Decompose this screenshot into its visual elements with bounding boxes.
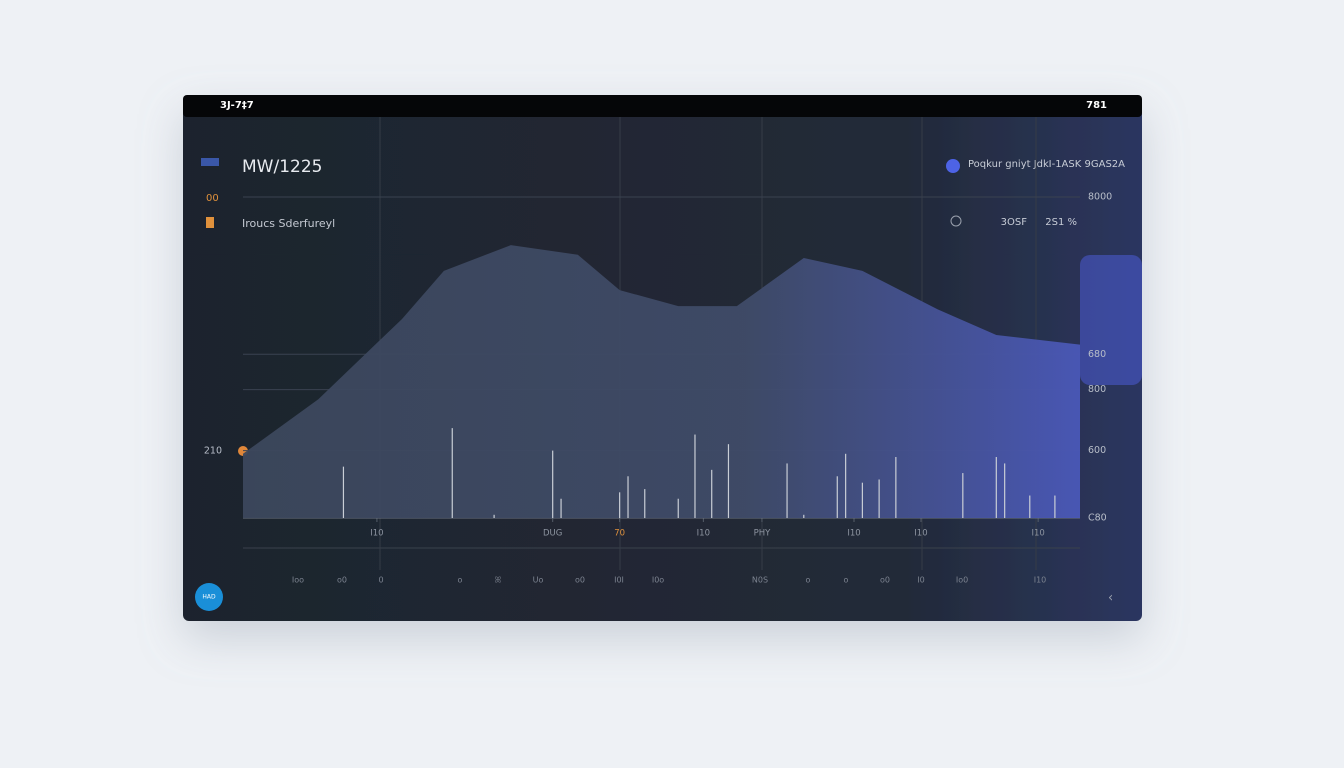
footer-label: o0 — [575, 576, 585, 585]
footer-label: 0 — [378, 576, 383, 585]
legend-label: I-1ASK 9GAS2A — [1049, 159, 1126, 170]
x-tick-label: 70 — [614, 529, 625, 539]
legend-swatch — [946, 159, 960, 173]
x-tick-label: I10 — [370, 529, 383, 539]
x-tick-label: I10 — [1031, 529, 1044, 539]
button-label[interactable]: HAD — [202, 594, 216, 601]
x-tick-label: DUG — [543, 529, 562, 539]
x-tick-label: PHY — [754, 529, 772, 539]
y-tick-label: C80 — [1088, 513, 1107, 524]
left-label: 00 — [206, 193, 219, 204]
icon — [201, 158, 219, 166]
footer-label: N0S — [752, 576, 768, 585]
x-tick-label: I10 — [697, 529, 710, 539]
footer-label: I10 — [1034, 576, 1047, 585]
x-tick-label: I10 — [847, 529, 860, 539]
y-tick-label: 8000 — [1088, 192, 1112, 203]
footer-label: Io0 — [956, 576, 968, 585]
nav-arrow[interactable]: ‹ — [1108, 591, 1113, 606]
footer-label: Ioo — [292, 576, 304, 585]
top-bar — [183, 95, 1142, 117]
footer-label: Uo — [533, 576, 544, 585]
plot: C80 600 800 680 8000 I10 DUG 70 I10 PHY I10 I10 I10 — [243, 192, 1112, 539]
chart-title: MW/1225 — [242, 157, 322, 177]
footer-label: o0 — [337, 576, 347, 585]
left-label: 210 — [204, 446, 222, 457]
icon — [206, 217, 214, 228]
action-button[interactable] — [195, 583, 223, 611]
footer-label: I0I — [614, 576, 624, 585]
footer-label: I0 — [917, 576, 924, 585]
y-tick-label: 680 — [1088, 349, 1106, 360]
status-right: 781 — [1086, 100, 1107, 111]
chart-subtitle: Iroucs Sderfureyl — [242, 217, 335, 230]
legend-label: 3OSF — [1001, 217, 1028, 228]
footer-label: o0 — [880, 576, 890, 585]
status-left: 3J-7‡7 — [220, 100, 254, 111]
side-glow — [1080, 255, 1142, 385]
legend-label: 2S1 % — [1045, 217, 1077, 228]
footer-label: o — [458, 576, 463, 585]
footer-label: I0o — [652, 576, 664, 585]
footer-label: o — [844, 576, 849, 585]
y-tick-label: 600 — [1088, 445, 1106, 456]
footer-label: ꕤ — [495, 576, 502, 585]
x-tick-label: I10 — [914, 529, 927, 539]
y-tick-label: 800 — [1088, 384, 1106, 395]
footer-label: o — [806, 576, 811, 585]
legend-swatch — [950, 215, 962, 227]
legend-label: Poqkur gniyt Jdk — [968, 159, 1049, 170]
